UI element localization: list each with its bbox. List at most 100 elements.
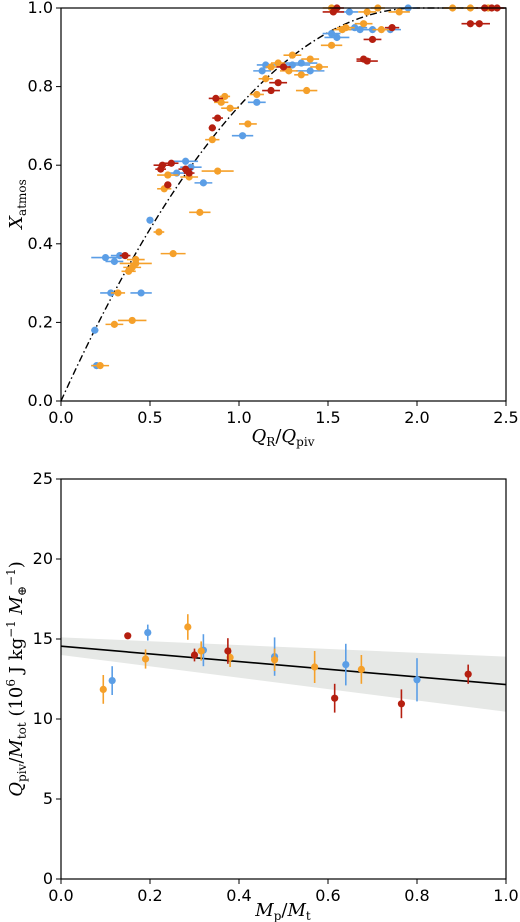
y-tick-label: 0.2 xyxy=(28,312,53,331)
top-y-axis-label: Xatmos xyxy=(6,179,29,231)
data-point xyxy=(141,655,150,663)
data-point xyxy=(297,59,305,67)
data-point xyxy=(124,632,132,640)
data-point xyxy=(297,71,305,79)
data-point xyxy=(262,75,270,83)
data-point xyxy=(306,55,314,63)
bottom-axes-frame xyxy=(60,478,507,880)
data-point xyxy=(167,159,175,167)
y-tick-label: 1.0 xyxy=(28,0,53,17)
x-tick-label: 0.8 xyxy=(404,886,429,905)
data-point xyxy=(397,700,406,708)
data-point xyxy=(96,362,104,370)
data-point xyxy=(311,663,319,671)
top-panel: 0.0 0.5 1.0 1.5 2.0 2.5 0.0 0.2 0.4 0.6 0.8 1.0 QR/… xyxy=(6,0,519,449)
x-tick-label: 0.6 xyxy=(315,886,340,905)
bottom-panel: 0.0 0.2 0.4 0.6 0.8 1.0 0 5 10 15 20 25 Mp/Mt Qpiv/… xyxy=(4,469,519,922)
y-tick-label: 0.4 xyxy=(28,234,53,253)
data-point xyxy=(214,114,222,122)
x-tick-label: 0.0 xyxy=(48,408,73,427)
x-tick-label: 1.0 xyxy=(493,886,518,905)
data-point xyxy=(464,670,472,678)
data-point xyxy=(101,253,110,262)
y-tick-label: 10 xyxy=(33,709,53,728)
data-point xyxy=(114,289,122,297)
data-point xyxy=(345,8,353,16)
bottom-plot-data xyxy=(60,614,507,719)
data-point xyxy=(190,651,199,659)
y-tick-label: 15 xyxy=(33,629,53,648)
data-point xyxy=(279,63,288,71)
data-point xyxy=(244,120,252,128)
data-point xyxy=(184,623,192,631)
data-point xyxy=(274,59,282,67)
data-point xyxy=(360,20,368,28)
data-point xyxy=(212,94,220,102)
data-point xyxy=(271,656,279,664)
data-point xyxy=(357,665,365,674)
data-point xyxy=(363,8,371,16)
data-point xyxy=(164,171,172,179)
data-point xyxy=(327,41,336,49)
data-point xyxy=(128,316,136,325)
x-tick-label: 1.0 xyxy=(226,408,251,427)
data-point xyxy=(274,79,282,87)
data-point xyxy=(208,136,216,144)
bottom-x-axis-label: Mp/Mt xyxy=(254,900,311,922)
x-tick-label: 1.5 xyxy=(315,408,340,427)
data-point xyxy=(217,98,225,106)
data-point xyxy=(144,629,152,637)
x-tick-label: 0.2 xyxy=(137,886,162,905)
data-point xyxy=(185,169,193,177)
data-point xyxy=(327,29,336,38)
data-point xyxy=(224,647,232,655)
x-tick-label: 0.5 xyxy=(137,408,162,427)
data-point xyxy=(258,67,266,75)
data-point xyxy=(196,208,204,216)
data-point xyxy=(342,24,350,32)
data-point xyxy=(267,86,275,95)
data-point xyxy=(132,259,140,268)
data-point xyxy=(267,63,275,71)
data-point xyxy=(108,677,116,685)
y-tick-label: 20 xyxy=(33,549,53,568)
x-tick-label: 2.0 xyxy=(404,408,429,427)
y-tick-label: 0.8 xyxy=(28,77,53,96)
data-point xyxy=(121,251,129,260)
data-point xyxy=(303,86,311,95)
data-point xyxy=(91,326,99,334)
data-point xyxy=(155,228,163,236)
top-axes-frame xyxy=(60,7,507,402)
data-point xyxy=(315,63,323,71)
data-point xyxy=(164,181,172,189)
y-tick-label: 0 xyxy=(43,869,53,888)
fit-line xyxy=(60,645,507,686)
data-point xyxy=(363,57,371,65)
bottom-ticks: 0.0 0.2 0.4 0.6 0.8 1.0 0 5 10 15 20 25 xyxy=(33,469,519,905)
data-point xyxy=(377,26,385,34)
data-point xyxy=(110,320,118,328)
bottom-y-axis-label: Qpiv/Mtot (106 J kg−1 M⊕−1) xyxy=(4,561,29,797)
data-point xyxy=(197,647,205,655)
data-point xyxy=(208,124,216,132)
data-point xyxy=(226,104,234,112)
data-point xyxy=(146,216,154,224)
x-tick-label: 0.4 xyxy=(226,886,251,905)
data-point xyxy=(285,67,293,75)
model-curve xyxy=(60,7,506,402)
x-tick-label: 0.0 xyxy=(48,886,73,905)
top-plot-data xyxy=(60,4,506,402)
data-point xyxy=(331,694,339,702)
data-point xyxy=(342,661,350,669)
y-tick-label: 0.6 xyxy=(28,155,53,174)
y-tick-label: 0.0 xyxy=(28,391,53,410)
data-point xyxy=(288,51,296,59)
top-x-axis-label: QR/Qpiv xyxy=(252,426,315,449)
data-point xyxy=(253,90,261,99)
data-point xyxy=(368,35,377,44)
top-ticks: 0.0 0.5 1.0 1.5 2.0 2.5 0.0 0.2 0.4 0.6 0.8 1.0 xyxy=(28,0,519,427)
y-tick-label: 25 xyxy=(33,469,53,488)
data-point xyxy=(137,289,145,297)
data-point xyxy=(333,33,341,42)
